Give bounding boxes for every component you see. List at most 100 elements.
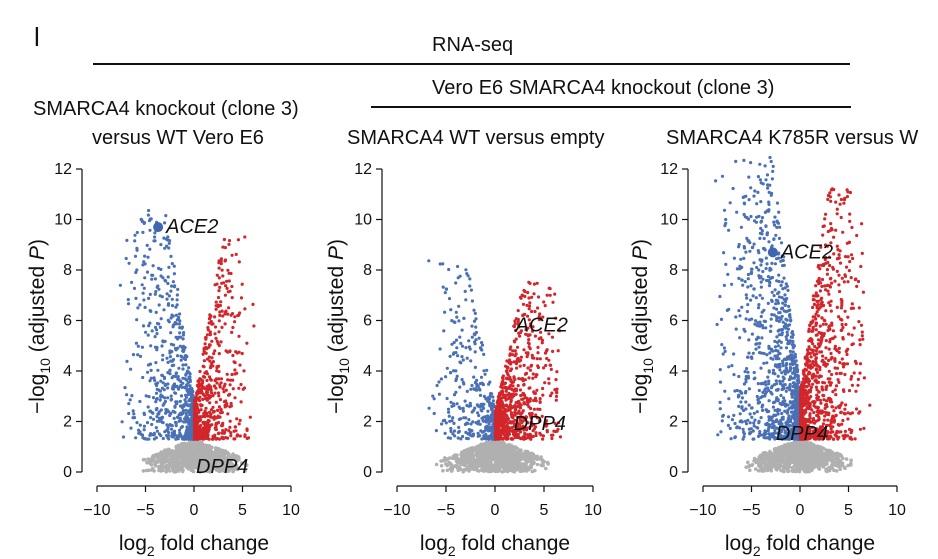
data-point <box>153 292 157 296</box>
data-point <box>170 284 174 288</box>
data-point <box>204 370 209 374</box>
data-point <box>205 333 209 337</box>
data-point <box>147 296 151 300</box>
data-point <box>529 406 533 411</box>
data-point <box>191 469 196 474</box>
data-point <box>471 455 475 460</box>
data-point <box>142 428 146 432</box>
data-point <box>511 384 515 388</box>
data-point <box>465 389 469 393</box>
data-point <box>440 422 444 426</box>
data-point <box>527 307 531 311</box>
data-point <box>536 407 540 411</box>
data-point <box>525 355 529 359</box>
data-point <box>228 350 232 354</box>
data-point <box>527 342 531 346</box>
data-point <box>204 421 208 425</box>
data-point <box>475 382 479 386</box>
data-point <box>505 359 509 363</box>
data-point <box>463 422 467 427</box>
y-tick-label: 2 <box>669 414 678 431</box>
data-point <box>233 315 237 319</box>
data-point <box>487 455 492 460</box>
data-point <box>441 468 445 473</box>
x-tick-label: 5 <box>238 502 247 519</box>
data-point <box>166 386 170 390</box>
data-point <box>179 460 183 465</box>
data-point <box>489 392 493 396</box>
data-point <box>221 274 225 278</box>
data-point <box>504 429 508 433</box>
data-point <box>482 352 486 356</box>
data-point <box>514 458 518 462</box>
x-tick-label: 5 <box>540 502 549 519</box>
data-point <box>148 321 152 325</box>
y-tick-label: 0 <box>669 464 678 481</box>
data-point <box>535 281 539 285</box>
data-point <box>172 416 176 420</box>
y-tick-label: 0 <box>363 464 372 481</box>
data-point <box>480 341 484 345</box>
data-point <box>475 449 479 453</box>
data-point <box>194 395 198 399</box>
data-point <box>443 310 447 314</box>
data-point <box>219 262 223 266</box>
gene-label-ace2: ACE2 <box>165 216 218 238</box>
data-point <box>199 423 203 428</box>
data-point <box>470 465 475 470</box>
data-point <box>534 373 539 377</box>
data-point <box>176 287 180 291</box>
data-point <box>209 314 213 318</box>
data-point <box>170 262 174 266</box>
data-point <box>427 259 431 263</box>
data-point <box>192 453 196 457</box>
data-point <box>450 419 454 423</box>
data-point <box>463 289 467 293</box>
data-point <box>175 322 179 326</box>
data-point <box>129 426 133 430</box>
y-tick-label: 12 <box>354 161 372 178</box>
data-point <box>223 462 227 467</box>
data-point <box>172 264 176 268</box>
data-point <box>497 417 501 421</box>
data-point <box>217 431 221 435</box>
data-point <box>158 398 162 402</box>
data-point <box>453 320 457 324</box>
data-point <box>163 339 167 343</box>
data-point <box>450 342 454 346</box>
data-point <box>506 366 510 370</box>
data-point <box>503 460 508 465</box>
data-point <box>527 376 531 380</box>
data-point <box>239 296 244 300</box>
data-point <box>149 416 153 420</box>
data-point <box>193 423 197 427</box>
data-point <box>140 345 144 349</box>
data-point <box>224 388 228 392</box>
data-point <box>235 351 239 355</box>
data-point <box>176 437 180 441</box>
data-point <box>476 434 480 438</box>
data-point <box>460 328 464 332</box>
data-point <box>144 330 148 334</box>
data-point <box>181 333 185 337</box>
data-point <box>509 421 513 425</box>
data-point <box>166 360 170 364</box>
data-point <box>156 368 160 372</box>
data-point <box>465 466 469 471</box>
gene-label-ace2: ACE2 <box>515 315 568 337</box>
data-point <box>509 412 513 416</box>
data-point <box>141 375 145 380</box>
data-point <box>160 344 164 348</box>
data-point <box>182 444 187 448</box>
data-point <box>154 391 159 395</box>
data-point <box>208 423 212 427</box>
data-point <box>228 425 232 429</box>
data-point <box>449 400 453 404</box>
data-point <box>482 369 486 373</box>
data-point <box>135 421 139 425</box>
data-point <box>455 466 460 470</box>
data-point <box>463 399 467 403</box>
data-point <box>202 346 206 350</box>
data-point <box>217 276 221 280</box>
data-point <box>521 463 526 467</box>
